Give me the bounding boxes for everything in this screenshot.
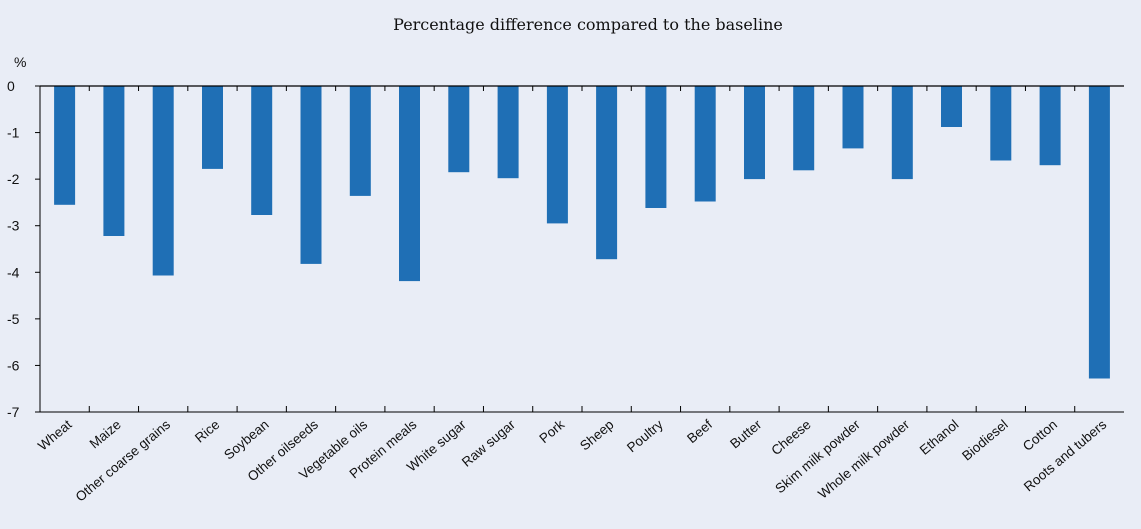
x-category-label: Poultry [624, 417, 666, 456]
chart-subtitle: Percentage difference compared to the ba… [393, 15, 783, 34]
bar-other-oilseeds [300, 86, 322, 264]
x-category-label: Maize [87, 417, 124, 452]
y-tick-label: -3 [7, 218, 20, 234]
y-tick-label: -6 [7, 357, 20, 373]
bar-wheat [54, 86, 76, 205]
axes-group [35, 85, 1124, 413]
y-tick-labels: 0 -1 -2 -3 -4 -5 -6 -7 [7, 78, 20, 420]
x-category-label: Sheep [577, 417, 617, 454]
bar-pork [546, 86, 568, 224]
x-category-label: Other coarse grains [73, 417, 174, 505]
bar-poultry [645, 86, 667, 208]
bar-rice [202, 86, 223, 169]
x-category-label: Wheat [35, 417, 75, 454]
bar-sheep [596, 86, 618, 260]
x-category-label: Butter [727, 416, 765, 451]
x-category-label: Rice [192, 417, 222, 446]
bars-group [54, 86, 1110, 379]
y-axis-unit: % [14, 54, 26, 70]
bar-raw-sugar [497, 86, 519, 179]
bar-ethanol [941, 86, 962, 127]
y-tick-label: -1 [7, 125, 20, 141]
y-tick-label: -5 [7, 311, 20, 327]
bar-maize [103, 86, 125, 236]
x-category-label: Pork [536, 417, 567, 446]
y-tick-label: -7 [7, 404, 20, 420]
bar-cotton [1039, 86, 1061, 166]
bar-biodiesel [990, 86, 1012, 161]
bar-cheese [793, 86, 815, 171]
y-tick-label: 0 [7, 78, 15, 94]
bar-soybean [251, 86, 273, 215]
x-category-label: Cotton [1020, 417, 1060, 454]
x-category-label: Biodiesel [959, 417, 1011, 464]
x-category-label: Raw sugar [459, 416, 518, 469]
y-tick-label: -2 [7, 171, 20, 187]
bar-butter [744, 86, 765, 180]
bar-beef [694, 86, 716, 202]
x-category-label: Ethanol [917, 417, 962, 458]
bar-whole-milk-powder [891, 86, 913, 180]
bar-other-coarse-grains [152, 86, 174, 276]
y-tick-label: -4 [7, 264, 20, 280]
x-category-label: Whole milk powder [815, 416, 912, 501]
x-category-label: Skim milk powder [772, 416, 863, 496]
bar-vegetable-oils [349, 86, 371, 196]
bar-white-sugar [448, 86, 470, 173]
x-category-label: Cheese [768, 417, 813, 458]
x-category-label: Roots and tubers [1021, 417, 1110, 495]
bar-roots-and-tubers [1088, 86, 1110, 379]
bar-skim-milk-powder [842, 86, 864, 149]
bar-protein-meals [399, 86, 420, 282]
x-category-label: Beef [684, 417, 715, 447]
